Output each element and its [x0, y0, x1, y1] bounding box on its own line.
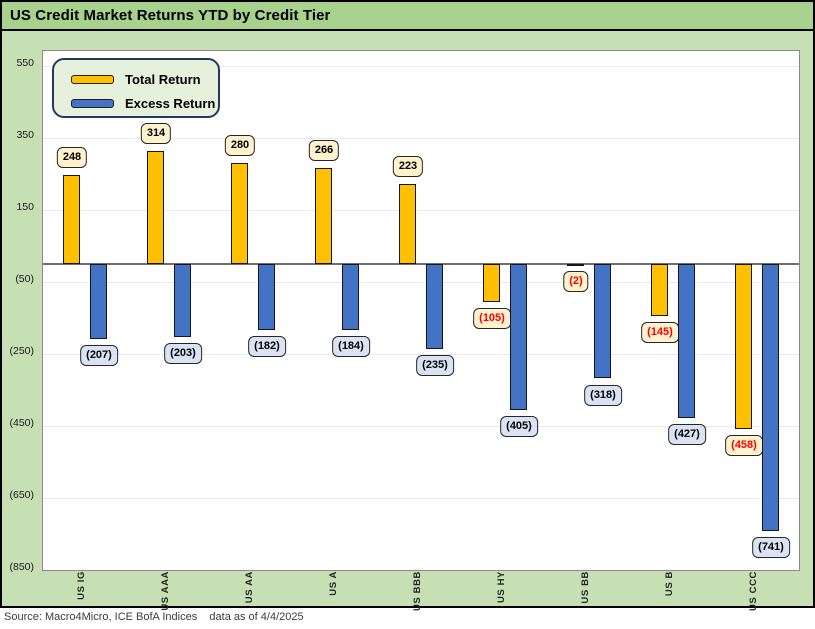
y-axis-tick-label: (250)	[9, 345, 34, 357]
total-return-bar-us-ccc	[735, 264, 752, 429]
excess-return-label-us-hy: (405)	[500, 416, 538, 437]
total-return-bar-us-a	[315, 168, 332, 264]
total-return-bar-us-bbb	[399, 184, 416, 264]
excess-return-label-us-aaa: (203)	[164, 343, 202, 364]
chart-title: US Credit Market Returns YTD by Credit T…	[10, 7, 331, 24]
plot-area: 248 (207) 314 (203) 280 (182) 266 (184) 223 (235)…	[42, 50, 800, 571]
as-of-date: data as of 4/4/2025	[209, 611, 304, 623]
legend-item-total-return: Total Return	[71, 70, 218, 89]
y-axis-tick-label: 350	[16, 129, 34, 141]
excess-return-bar-us-aaa	[174, 264, 191, 337]
total-return-bar-us-hy	[483, 264, 500, 302]
excess-return-bar-us-aa	[258, 264, 275, 330]
chart-frame: US Credit Market Returns YTD by Credit T…	[0, 0, 815, 608]
legend-label: Excess Return	[125, 96, 216, 111]
legend-label: Total Return	[125, 72, 201, 87]
excess-return-label-us-bb: (318)	[584, 385, 622, 406]
total-return-label-us-ccc: (458)	[725, 435, 763, 456]
legend-item-excess-return: Excess Return	[71, 94, 218, 113]
total-return-label-us-bb: (2)	[563, 271, 589, 292]
y-axis-tick-label: (850)	[9, 561, 34, 573]
x-axis-category-label: US CCC	[748, 571, 759, 612]
gridline	[43, 498, 799, 499]
title-bar: US Credit Market Returns YTD by Credit T…	[2, 2, 813, 31]
total-return-bar-us-aa	[231, 163, 248, 264]
x-axis-category-label: US IG	[76, 571, 87, 600]
excess-return-bar-us-bbb	[426, 264, 443, 349]
y-axis-tick-label: (50)	[15, 273, 34, 285]
excess-return-swatch-icon	[71, 99, 114, 108]
excess-return-label-us-ig: (207)	[80, 345, 118, 366]
source-text: Source: Macro4Micro, ICE BofA Indices	[4, 611, 198, 623]
excess-return-bar-us-bb	[594, 264, 611, 378]
chart-legend: Total Return Excess Return	[52, 58, 220, 118]
gridline	[43, 282, 799, 283]
excess-return-bar-us-hy	[510, 264, 527, 410]
gridline	[43, 426, 799, 427]
excess-return-label-us-aa: (182)	[248, 336, 286, 357]
gridline	[43, 66, 799, 67]
y-axis-tick-label: 150	[16, 201, 34, 213]
total-return-bar-us-b	[651, 264, 668, 316]
x-axis-category-label: US B	[664, 571, 675, 597]
excess-return-label-us-a: (184)	[332, 336, 370, 357]
source-note: Source: Macro4Micro, ICE BofA Indices da…	[4, 611, 304, 623]
excess-return-label-us-bbb: (235)	[416, 355, 454, 376]
excess-return-bar-us-a	[342, 264, 359, 330]
excess-return-label-us-b: (427)	[668, 424, 706, 445]
zero-axis-line	[43, 263, 799, 265]
x-axis-category-label: US AAA	[160, 571, 171, 611]
y-axis-tick-label: (650)	[9, 489, 34, 501]
total-return-label-us-hy: (105)	[473, 308, 511, 329]
y-axis-tick-label: 550	[16, 57, 34, 69]
total-return-label-us-aa: 280	[224, 135, 256, 156]
x-axis-category-label: US HY	[496, 571, 507, 604]
excess-return-bar-us-b	[678, 264, 695, 418]
gridline	[43, 354, 799, 355]
gridline	[43, 138, 799, 139]
source-spacer	[197, 611, 209, 623]
excess-return-label-us-ccc: (741)	[752, 537, 790, 558]
total-return-label-us-ig: 248	[56, 147, 88, 168]
gridline	[43, 210, 799, 211]
total-return-bar-us-aaa	[147, 151, 164, 264]
total-return-swatch-icon	[71, 75, 114, 84]
excess-return-bar-us-ccc	[762, 264, 779, 531]
total-return-label-us-aaa: 314	[140, 123, 172, 144]
y-axis-tick-label: (450)	[9, 417, 34, 429]
total-return-bar-us-bb	[567, 264, 584, 266]
total-return-label-us-a: 266	[308, 140, 340, 161]
total-return-label-us-b: (145)	[641, 322, 679, 343]
total-return-bar-us-ig	[63, 175, 80, 264]
excess-return-bar-us-ig	[90, 264, 107, 339]
total-return-label-us-bbb: 223	[392, 156, 424, 177]
x-axis-category-label: US BB	[580, 571, 591, 604]
x-axis-category-label: US A	[328, 571, 339, 596]
x-axis-category-label: US AA	[244, 571, 255, 604]
x-axis-category-label: US BBB	[412, 571, 423, 612]
